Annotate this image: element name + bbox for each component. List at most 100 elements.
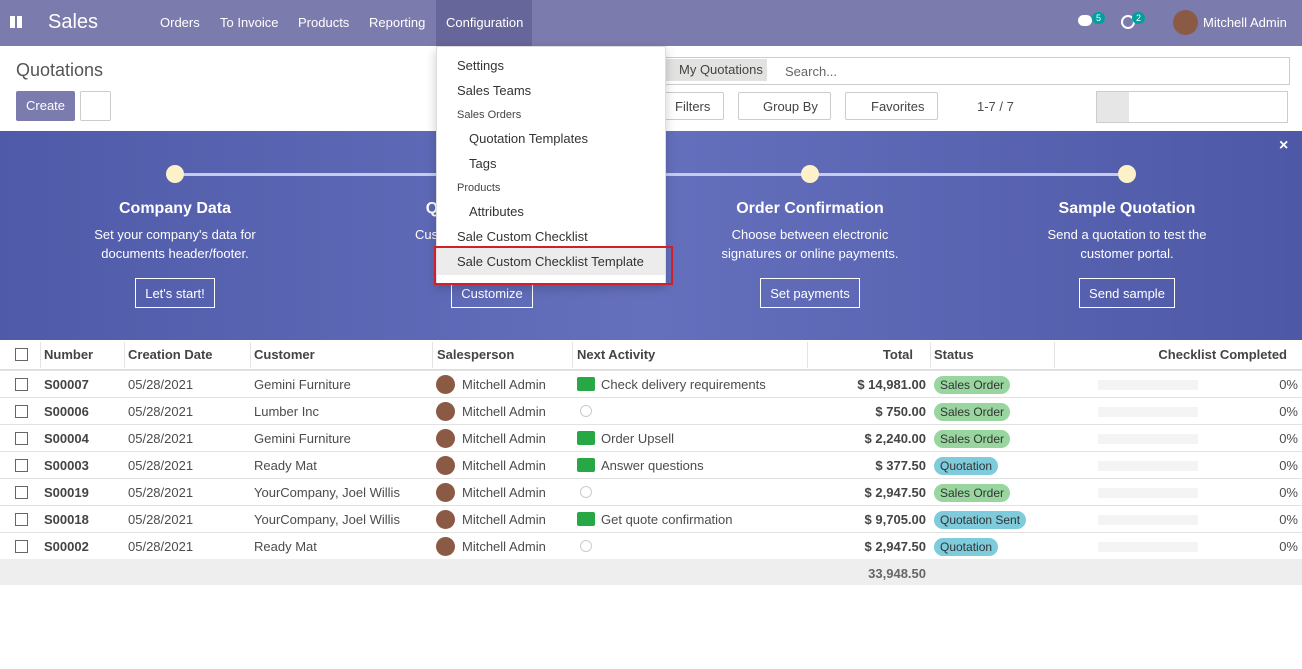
activity-clock[interactable] <box>580 486 592 498</box>
total: $ 9,705.00 <box>864 512 926 527</box>
salesperson-avatar <box>436 510 455 529</box>
column-header[interactable]: Status <box>934 347 974 362</box>
activity-clock[interactable] <box>580 540 592 552</box>
next-activity[interactable]: Get quote confirmation <box>601 512 733 527</box>
app-name[interactable]: Sales <box>48 11 99 33</box>
dropdown-item[interactable]: Tags <box>469 156 497 171</box>
dropdown-item[interactable]: Sales Teams <box>457 83 532 98</box>
table-row[interactable]: S00018 05/28/2021 YourCompany, Joel Willis… <box>0 505 1302 533</box>
select-all[interactable] <box>15 348 28 361</box>
row-checkbox[interactable] <box>15 486 28 499</box>
table-row[interactable]: S00003 05/28/2021 Ready Mat Mitchell Admin A… <box>0 451 1302 479</box>
step-title: Company Data <box>118 200 232 217</box>
row-checkbox[interactable] <box>15 405 28 418</box>
dropdown-item[interactable]: Sale Custom Checklist Template <box>437 248 665 275</box>
messages-badge: 5 <box>1092 12 1106 24</box>
user-name[interactable]: Mitchell Admin <box>1203 15 1287 30</box>
step-button[interactable]: Set payments <box>760 278 860 308</box>
total: $ 2,240.00 <box>864 431 926 446</box>
column-border <box>1054 342 1055 368</box>
table-row[interactable]: S00007 05/28/2021 Gemini Furniture Mitchell… <box>0 370 1302 398</box>
status-badge: Quotation <box>934 457 999 475</box>
customer: Gemini Furniture <box>254 431 351 446</box>
activity-icon[interactable] <box>577 377 595 391</box>
activity-icon[interactable] <box>577 458 595 472</box>
customer: YourCompany, Joel Willis <box>254 485 400 500</box>
step-dot <box>166 165 184 183</box>
column-header[interactable]: Next Activity <box>577 347 656 362</box>
customer: Ready Mat <box>254 539 317 554</box>
step-description: Set your company's data for documents he… <box>94 227 256 261</box>
step-button[interactable]: Send sample <box>1079 278 1175 308</box>
table-row[interactable]: S00002 05/28/2021 Ready Mat Mitchell Admin $… <box>0 532 1302 560</box>
dropdown-item[interactable]: Settings <box>457 58 504 73</box>
menu-item[interactable]: Reporting <box>369 15 426 30</box>
salesperson-avatar <box>436 375 455 394</box>
order-number: S00002 <box>44 539 89 554</box>
creation-date: 05/28/2021 <box>128 404 194 419</box>
row-checkbox[interactable] <box>15 540 28 553</box>
step-title: Sample Quotation <box>1058 200 1196 217</box>
status-badge: Sales Order <box>934 430 1011 448</box>
group-by-button[interactable]: Group By <box>738 92 831 120</box>
create-button[interactable]: Create <box>16 91 76 121</box>
activity-icon[interactable] <box>577 512 595 526</box>
step-description: Choose between electronic signatures or … <box>721 227 899 261</box>
step-button[interactable]: Let's start! <box>135 278 215 308</box>
salesperson-avatar <box>436 456 455 475</box>
download-button[interactable] <box>80 91 111 121</box>
table-row[interactable]: S00019 05/28/2021 YourCompany, Joel Willis… <box>0 478 1302 506</box>
search-facet[interactable]: My Quotations <box>662 59 767 81</box>
next-activity[interactable]: Check delivery requirements <box>601 377 766 392</box>
activity-icon[interactable] <box>577 431 595 445</box>
column-header[interactable]: Checklist Completed <box>1158 347 1287 362</box>
checklist-completed: 0% <box>1279 485 1298 500</box>
column-header[interactable]: Salesperson <box>437 347 515 362</box>
column-header[interactable]: Customer <box>254 347 315 362</box>
messages-icon[interactable] <box>1078 15 1092 26</box>
next-activity[interactable]: Order Upsell <box>601 431 674 446</box>
apps-icon[interactable] <box>10 16 22 28</box>
row-checkbox[interactable] <box>15 378 28 391</box>
total: $ 750.00 <box>875 404 926 419</box>
dropdown-item[interactable]: Attributes <box>469 204 524 219</box>
dropdown-item[interactable]: Quotation Templates <box>469 131 588 146</box>
filters-button[interactable]: Filters <box>660 92 724 120</box>
row-checkbox[interactable] <box>15 432 28 445</box>
salesperson: Mitchell Admin <box>462 458 546 473</box>
row-checkbox[interactable] <box>15 459 28 472</box>
search-input[interactable]: Search... <box>785 64 838 79</box>
salesperson-avatar <box>436 483 455 502</box>
column-border <box>250 342 251 368</box>
next-activity[interactable]: Answer questions <box>601 458 704 473</box>
dropdown-item[interactable]: Sale Custom Checklist <box>457 229 588 244</box>
salesperson: Mitchell Admin <box>462 431 546 446</box>
configuration-dropdown: Settings Sales Teams Sales Orders Quotation… <box>436 46 666 284</box>
salesperson: Mitchell Admin <box>462 485 546 500</box>
user-avatar[interactable] <box>1173 10 1198 35</box>
activities-badge: 2 <box>1132 12 1146 24</box>
column-header[interactable]: Creation Date <box>128 347 213 362</box>
menu-item[interactable]: To Invoice <box>220 15 279 30</box>
step-dot <box>801 165 819 183</box>
table-row[interactable]: S00004 05/28/2021 Gemini Furniture Mitchell… <box>0 424 1302 452</box>
column-header[interactable]: Total <box>882 347 913 362</box>
activity-clock[interactable] <box>580 405 592 417</box>
menu-item[interactable]: Orders <box>160 15 200 30</box>
table-footer: 33,948.50 <box>0 559 1302 585</box>
close-button[interactable]: × <box>1279 137 1289 154</box>
creation-date: 05/28/2021 <box>128 458 194 473</box>
table-row[interactable]: S00006 05/28/2021 Lumber Inc Mitchell Admin… <box>0 397 1302 425</box>
column-border <box>807 342 808 368</box>
column-header[interactable]: Number <box>44 347 94 362</box>
row-checkbox[interactable] <box>15 513 28 526</box>
menu-active-bg <box>436 0 532 46</box>
step-button-wrap: Send sample <box>1007 278 1247 308</box>
menu-item[interactable]: Configuration <box>446 15 524 30</box>
view-switcher[interactable] <box>1096 91 1288 123</box>
checklist-bar <box>1098 461 1198 471</box>
creation-date: 05/28/2021 <box>128 431 194 446</box>
creation-date: 05/28/2021 <box>128 539 194 554</box>
menu-item[interactable]: Products <box>298 15 350 30</box>
favorites-button[interactable]: Favorites <box>845 92 938 120</box>
